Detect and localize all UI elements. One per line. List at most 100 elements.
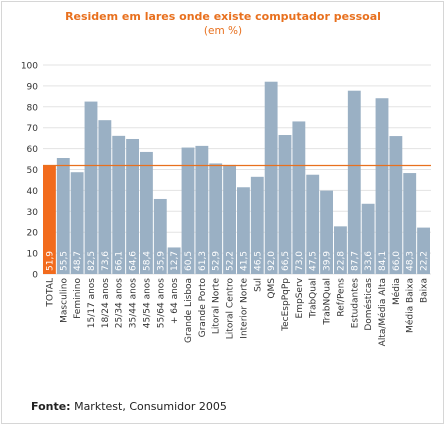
- x-tick-label: + 64 anos: [170, 278, 180, 324]
- x-tick-label: 15/17 anos: [87, 278, 97, 329]
- value-label: 60,5: [184, 251, 194, 271]
- bar: [403, 173, 417, 274]
- bar: [250, 176, 264, 274]
- value-label: 52,9: [212, 251, 222, 271]
- chart-subtitle: (em %): [203, 25, 243, 37]
- x-tick-label: Masculino: [59, 278, 69, 323]
- bar: [195, 145, 209, 274]
- bar: [292, 121, 306, 275]
- bar: [334, 226, 347, 274]
- value-label: 73,6: [101, 251, 111, 271]
- bar: [209, 163, 223, 274]
- x-tick-label: Feminino: [73, 278, 83, 319]
- bar: [375, 98, 389, 274]
- value-label: 51,9: [45, 251, 55, 271]
- value-label: 66,1: [115, 251, 125, 271]
- bar: [98, 120, 112, 275]
- value-label: 92,0: [267, 251, 277, 271]
- value-label: 46,5: [253, 251, 263, 271]
- x-tick-label: 55/64 anos: [156, 278, 166, 329]
- value-label: 66,0: [392, 251, 402, 271]
- y-tick-label: 80: [27, 103, 39, 113]
- source-text: Marktest, Consumidor 2005: [74, 400, 227, 413]
- bar: [112, 135, 126, 274]
- x-tick-label: TrabQual: [309, 278, 319, 319]
- bar: [320, 190, 333, 274]
- value-label: 52,2: [226, 251, 236, 271]
- x-tick-label: Alta/Média Alta: [377, 278, 388, 346]
- x-tick-label: 18/24 anos: [101, 278, 111, 329]
- x-tick-label: EmpServ: [295, 277, 305, 318]
- x-tick-label: QMS: [267, 278, 277, 299]
- x-tick-label: Grande Lisboa: [184, 278, 194, 343]
- value-label: 33,6: [364, 251, 374, 271]
- x-tick-label: Litoral Norte: [212, 278, 222, 335]
- y-axis: 0 10 20 30 40 50 60 70 80 90 100: [21, 62, 38, 281]
- value-label: 35,9: [156, 251, 166, 271]
- value-label: 58,4: [142, 251, 152, 271]
- y-tick-label: 50: [27, 166, 39, 176]
- x-tick-label: 35/44 anos: [129, 278, 139, 329]
- x-tick-label: 45/54 anos: [142, 278, 152, 329]
- bar: [84, 101, 98, 274]
- bar: [126, 138, 139, 274]
- value-label: 12,7: [170, 251, 180, 271]
- bar: [140, 151, 153, 274]
- value-label: 84,1: [378, 251, 388, 271]
- value-label: 87,7: [350, 251, 360, 271]
- source-label: Fonte:: [31, 400, 71, 413]
- value-label: 64,6: [129, 251, 139, 271]
- value-labels: 51,9 55,5 48,7 82,5 73,6 66,1 64,6 58,4 35,9 12,7…: [45, 251, 429, 271]
- chart-title: Residem em lares onde existe computador …: [65, 10, 381, 23]
- y-tick-label: 30: [27, 208, 39, 218]
- x-tick-label: Média Baixa: [405, 278, 416, 333]
- y-tick-label: 10: [27, 250, 39, 260]
- bar: [153, 198, 167, 274]
- bar: [389, 136, 403, 274]
- bar: [417, 227, 430, 274]
- value-label: 61,3: [198, 251, 208, 271]
- bar: [70, 172, 84, 274]
- x-tick-label: TrabNQual: [323, 278, 333, 326]
- bar: [264, 81, 278, 274]
- y-tick-label: 70: [27, 124, 39, 134]
- x-axis: TOTAL Masculino Feminino 15/17 anos 18/24 an…: [45, 277, 429, 346]
- x-tick-label: Sul: [253, 278, 263, 292]
- x-tick-label: Estudantes: [350, 278, 360, 329]
- y-tick-label: 90: [27, 82, 39, 92]
- bar: [56, 158, 70, 274]
- value-label: 82,5: [87, 251, 97, 271]
- value-label: 55,5: [59, 251, 69, 271]
- y-tick-label: 40: [27, 187, 39, 197]
- y-tick-label: 60: [27, 145, 39, 155]
- bar: [347, 90, 361, 274]
- value-label: 73,0: [295, 251, 305, 271]
- x-tick-label: Interior Norte: [239, 278, 249, 339]
- bar: [43, 165, 56, 274]
- bar: [223, 164, 236, 274]
- value-label: 22,8: [336, 251, 346, 271]
- x-tick-label: Grande Porto: [198, 278, 208, 338]
- y-tick-label: 20: [27, 229, 39, 239]
- value-label: 48,3: [406, 251, 416, 271]
- x-tick-label: 25/34 anos: [115, 278, 125, 329]
- y-tick-label: 100: [21, 62, 38, 72]
- x-tick-label: Domésticas: [363, 278, 374, 331]
- bar: [306, 174, 320, 274]
- bar: [278, 135, 292, 274]
- value-label: 48,7: [73, 251, 83, 271]
- value-label: 66,5: [281, 251, 291, 271]
- x-tick-label: Ref/Pens: [336, 278, 346, 317]
- bar-chart: 0 10 20 30 40 50 60 70 80 90 100 TOTAL Masculino Fem…: [21, 62, 431, 346]
- value-label: 47,5: [309, 251, 319, 271]
- bars: [43, 81, 430, 275]
- x-tick-label: TecEspPqPp: [281, 278, 291, 332]
- y-tick-label: 0: [32, 271, 38, 281]
- value-label: 22,2: [420, 251, 430, 271]
- bar: [361, 203, 375, 274]
- x-tick-label: TOTAL: [45, 278, 55, 308]
- x-tick-label: Litoral Centro: [226, 278, 236, 340]
- x-tick-label: Baixa: [420, 278, 430, 303]
- value-label: 39,9: [323, 251, 333, 271]
- bar: [237, 187, 250, 274]
